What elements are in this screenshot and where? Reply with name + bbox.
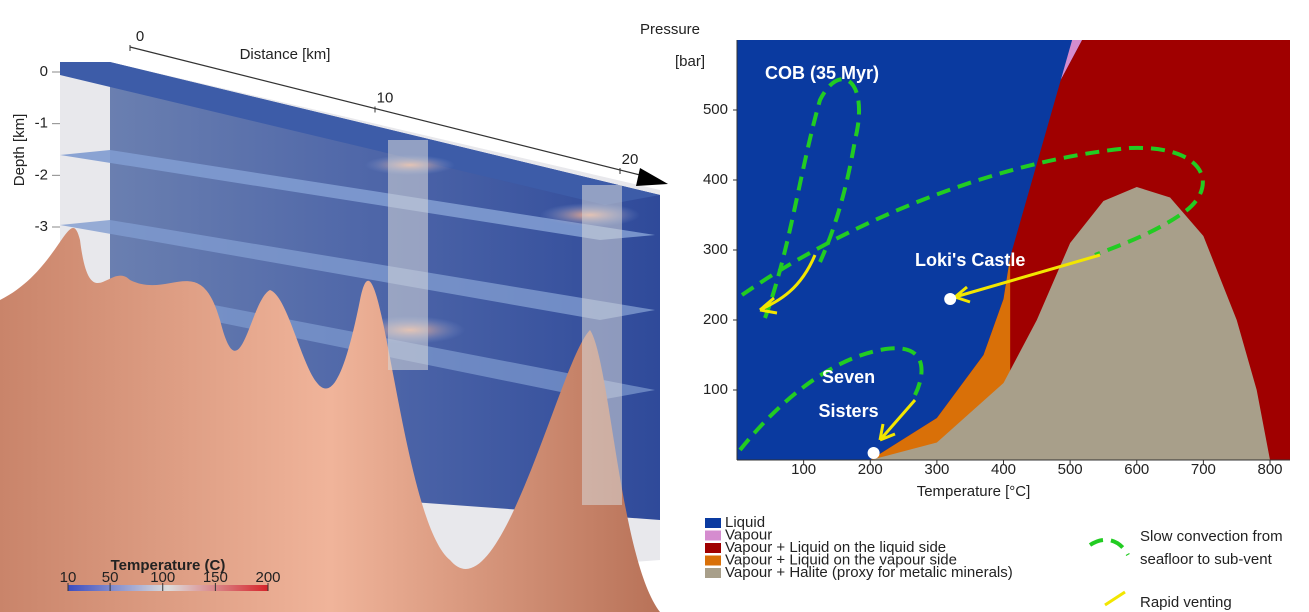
legend-label: Vapour + Liquid on the liquid side	[725, 539, 946, 556]
colorbar-tick-label: 200	[255, 569, 280, 586]
y-tick-label: -2	[35, 166, 48, 183]
x-axis-label: Temperature [°C]	[917, 483, 1031, 500]
legend-swatch	[705, 568, 721, 578]
render-layout	[0, 46, 668, 612]
arrows	[759, 253, 1126, 607]
legend-swatch	[705, 518, 721, 528]
vent-point	[944, 293, 957, 305]
vent-point	[867, 447, 880, 459]
path-legend-label: Slow convection from	[1140, 528, 1283, 545]
x-tick-label: 10	[377, 89, 394, 106]
colorbar-tick-label: 10	[60, 569, 77, 586]
point-label: Sisters	[819, 401, 879, 421]
x-tick-label: 700	[1191, 461, 1216, 478]
point-label: Seven	[822, 367, 875, 387]
colorbar-label: Temperature (C)	[111, 557, 226, 574]
x-axis-label: Distance [km]	[240, 46, 331, 63]
x-tick-label: 20	[622, 151, 639, 168]
path-legend-label: Rapid venting	[1140, 594, 1232, 611]
x-tick-label: 300	[924, 461, 949, 478]
x-tick-label: 400	[991, 461, 1016, 478]
path-legend-label: seafloor to sub-vent	[1140, 551, 1273, 568]
y-tick-label: 400	[703, 171, 728, 188]
legend-label: Vapour + Halite (proxy for metalic miner…	[725, 564, 1013, 581]
legend-label: Liquid	[725, 514, 765, 531]
annotation: COB (35 Myr)	[765, 63, 879, 83]
phase-region	[870, 187, 1271, 460]
colorbar-tick-label: 100	[150, 569, 175, 586]
y-tick-label: 0	[40, 63, 48, 80]
legend-swatch	[705, 555, 721, 566]
x-tick-label: 800	[1257, 461, 1282, 478]
x-tick-label: 200	[858, 461, 883, 478]
x-tick-label: 500	[1058, 461, 1083, 478]
legend-swatch	[705, 543, 721, 553]
y-tick-label: 200	[703, 311, 728, 328]
colorbar-tick-label: 150	[203, 569, 228, 586]
y-tick-label: 500	[703, 101, 728, 118]
legend-label: Vapour	[725, 526, 772, 543]
colorbar	[68, 585, 268, 591]
x-tick-label: 100	[791, 461, 816, 478]
x-tick-label: 0	[136, 28, 144, 45]
y-axis-label: [bar]	[675, 53, 705, 70]
phase-region	[1060, 40, 1083, 80]
legend-label: Vapour + Liquid on the vapour side	[725, 551, 957, 568]
y-tick-label: -3	[35, 218, 48, 235]
y-axis-label: Depth [km]	[11, 114, 28, 187]
y-axis-label: Pressure	[640, 21, 700, 38]
colorbar-tick-label: 50	[102, 569, 119, 586]
y-tick-label: 100	[703, 381, 728, 398]
legend-swatch	[705, 530, 721, 541]
phase-layout	[738, 77, 1205, 557]
y-tick-label: 300	[703, 241, 728, 258]
point-label: Loki's Castle	[915, 250, 1025, 270]
y-tick-label: -1	[35, 115, 48, 132]
x-tick-label: 600	[1124, 461, 1149, 478]
